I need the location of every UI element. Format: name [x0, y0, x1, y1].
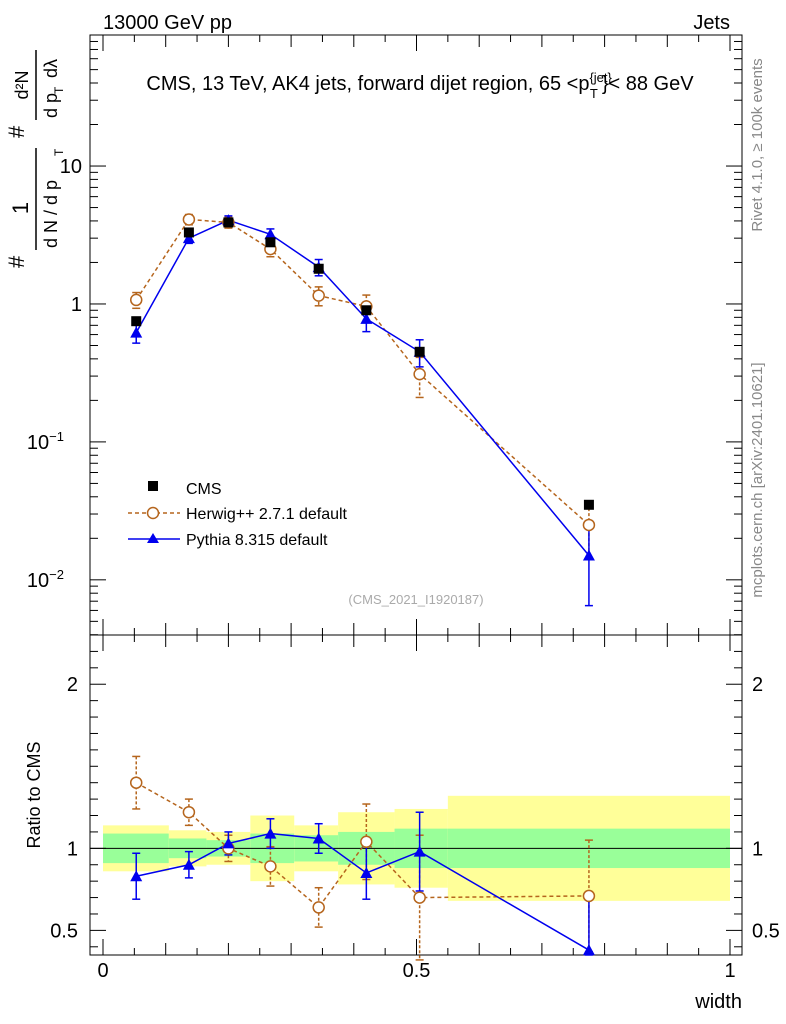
header-left: 13000 GeV pp [103, 12, 232, 34]
legend-herwig-marker [146, 506, 160, 520]
ratio-y-tick-label: 2 [67, 674, 78, 696]
herwig-point [129, 293, 143, 307]
herwig-ratio-point [182, 805, 196, 819]
herwig-ratio-line [135, 782, 589, 909]
pythia-point [264, 228, 277, 240]
legend-cms-marker [148, 481, 158, 491]
ylabel-frac1-den-sub: T [52, 148, 66, 156]
herwig-point [582, 518, 596, 532]
herwig-point [413, 367, 426, 381]
chart-title-main: CMS, 13 TeV, AK4 jets, forward dijet reg… [146, 73, 589, 95]
cms-point [583, 499, 594, 510]
ratio-y-tick-label-right: 2 [752, 674, 763, 696]
herwig-ratio-point [360, 835, 373, 849]
ylabel-hash: # [4, 255, 29, 268]
pythia-ratio-point [312, 832, 325, 844]
x-tick-label: 1 [724, 960, 735, 982]
cms-point [131, 316, 142, 327]
mcplots-label: mcplots.cern.ch [arXiv:2401.10621] [749, 362, 766, 597]
main-y-tick-label: 10 [60, 156, 82, 178]
ratio-frame [89, 634, 743, 956]
ratio-y-tick-label-right: 1 [752, 838, 763, 860]
main-y-tick-label: 10−2 [27, 567, 64, 592]
pythia-point [360, 312, 373, 324]
ylabel-frac1-den: d N / d p [41, 180, 61, 248]
pythia-ratio-point [360, 866, 373, 878]
ylabel-frac2-den: d p [41, 93, 61, 118]
header-right: Jets [693, 12, 730, 34]
herwig-ratio-point [312, 901, 325, 914]
pythia-line [135, 219, 590, 557]
chart-title: CMS, 13 TeV, AK4 jets, forward dijet reg… [146, 70, 694, 101]
cms-point [361, 305, 372, 316]
herwig-ratio-point [413, 891, 426, 904]
herwig-ratio-point [129, 776, 143, 789]
ylabel-hash2: # [4, 125, 29, 138]
ratio-plot: 0 0.5 1 0.5 0.5 1 1 2 2 [50, 35, 780, 982]
pythia-ratio-point [130, 870, 143, 882]
ylabel-frac2-den-end: dλ [41, 59, 61, 78]
pythia-point [582, 549, 595, 561]
main-y-tick-exp: −1 [49, 429, 64, 444]
cms-point [183, 227, 194, 238]
cms-point [313, 263, 324, 274]
herwig-ratio-point [582, 889, 596, 903]
ylabel-frac2-num: d²N [12, 70, 32, 99]
pythia-point [182, 232, 195, 244]
chart-title-end: }< 88 GeV [602, 73, 694, 95]
pythia-ratio-line [136, 832, 590, 951]
analysis-watermark: (CMS_2021_I1920187) [348, 592, 483, 607]
herwig-point [182, 213, 196, 226]
legend: CMS Herwig++ 2.7.1 default Pythia 8.315 … [128, 481, 348, 549]
cms-point [223, 217, 234, 228]
pythia-ratio-point [182, 858, 195, 870]
pythia-ratio-point [222, 837, 235, 849]
main-y-tick-base: 10 [27, 570, 49, 592]
ratio-y-label: Ratio to CMS [24, 741, 44, 848]
ylabel-frac1-num: 1 [8, 202, 33, 214]
pythia-point [130, 326, 143, 338]
x-tick-label: 0 [97, 960, 108, 982]
x-tick-label: 0.5 [403, 960, 431, 982]
legend-herwig-label: Herwig++ 2.7.1 default [186, 506, 348, 523]
herwig-ratio-point [264, 860, 277, 873]
herwig-line [135, 218, 590, 526]
main-y-label: # 1 d N / d p T # d²N d p T dλ [4, 50, 66, 268]
main-y-tick-exp: −2 [49, 567, 64, 582]
herwig-point [312, 289, 325, 302]
main-y-tick-base: 1 [71, 294, 82, 316]
pythia-ratio-point [582, 944, 595, 956]
main-y-tick-base: 10 [60, 156, 82, 178]
cms-point [265, 237, 276, 248]
main-y-tick-label: 1 [71, 294, 82, 316]
ratio-y-tick-label: 0.5 [50, 920, 78, 942]
legend-cms-label: CMS [186, 481, 222, 498]
cms-point [414, 346, 425, 357]
chart-title-sub: T [590, 86, 598, 101]
pythia-ratio-point [264, 827, 277, 839]
x-axis-label: width [694, 991, 742, 1013]
rivet-label: Rivet 4.1.0, ≥ 100k events [749, 58, 766, 231]
legend-pythia-marker [147, 533, 159, 543]
ylabel-frac2-den-sub: T [52, 86, 66, 94]
main-y-tick-base: 10 [27, 432, 49, 454]
pythia-ratio-point [413, 845, 426, 857]
ratio-y-tick-label: 1 [67, 838, 78, 860]
chart-title-super: {jet} [589, 70, 612, 85]
legend-pythia-label: Pythia 8.315 default [186, 532, 328, 549]
ratio-y-tick-label-right: 0.5 [752, 920, 780, 942]
main-y-tick-label: 10−1 [27, 429, 64, 454]
